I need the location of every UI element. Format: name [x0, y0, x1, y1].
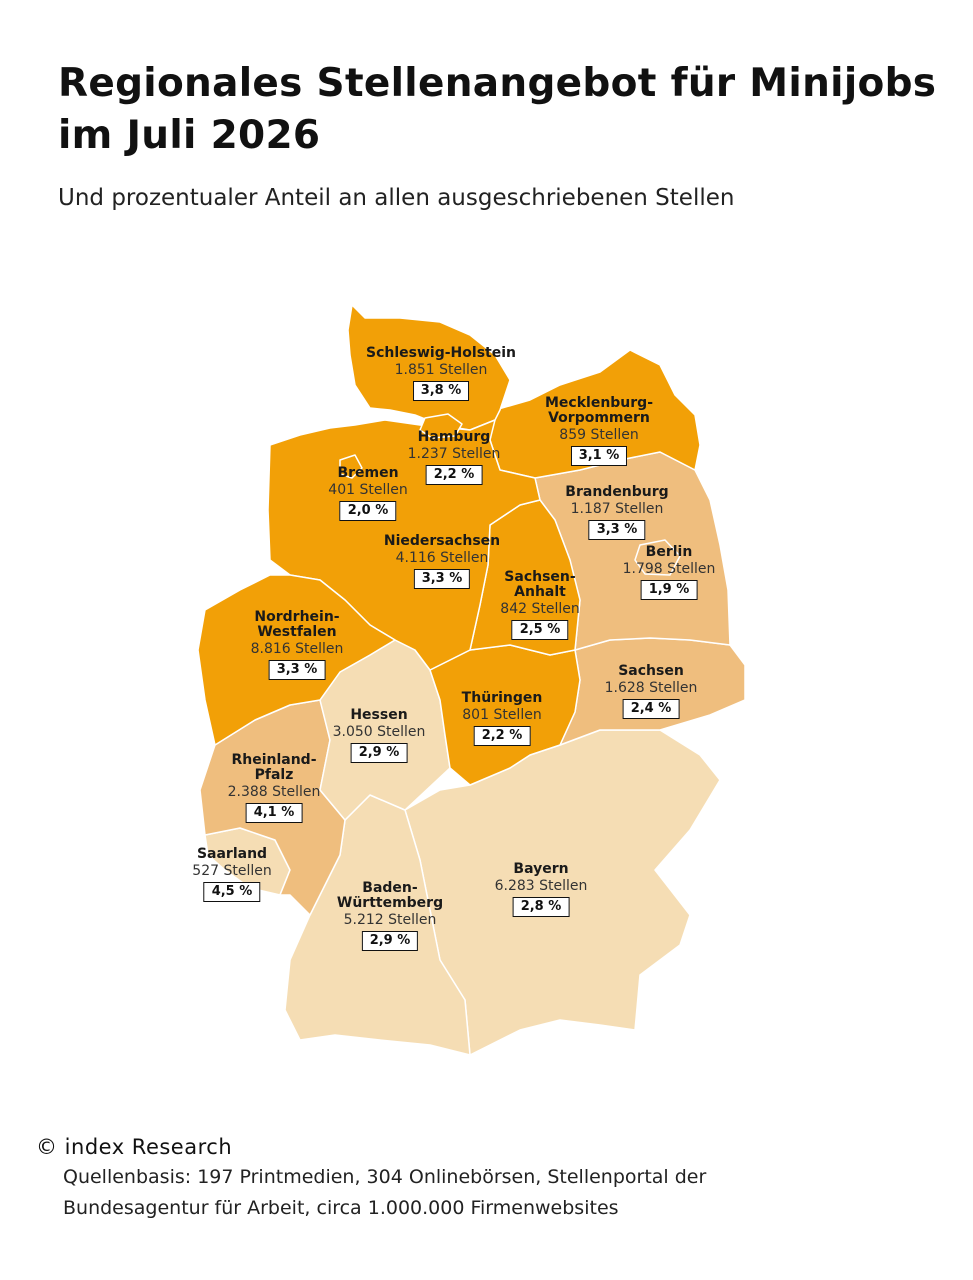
label-mecklenburg-vorpommern: Mecklenburg- Vorpommern 859 Stellen 3,1 … — [545, 396, 653, 466]
state-share-badge: 3,3 % — [413, 569, 471, 589]
state-count: 801 Stellen — [462, 707, 542, 723]
state-count: 3.050 Stellen — [332, 724, 426, 740]
state-name: Rheinland- Pfalz — [231, 752, 317, 783]
state-berlin — [634, 539, 681, 576]
map-title: Regionales Stellenangebot für Minijobs i… — [58, 61, 937, 158]
state-share-badge: 2,0 % — [339, 501, 397, 521]
label-schleswig-holstein: Schleswig-Holstein 1.851 Stellen 3,8 % — [366, 346, 516, 401]
label-saarland: Saarland 527 Stellen 4,5 % — [192, 846, 272, 902]
state-count: 859 Stellen — [559, 427, 639, 443]
label-bayern: Bayern 6.283 Stellen 2,8 % — [494, 861, 588, 917]
state-name: Baden- Württemberg — [336, 880, 444, 911]
label-hessen: Hessen 3.050 Stellen 2,9 % — [332, 707, 426, 763]
label-brandenburg: Brandenburg 1.187 Stellen 3,3 % — [565, 484, 669, 540]
state-count: 4.116 Stellen — [395, 550, 489, 566]
state-name: Mecklenburg- Vorpommern — [544, 395, 654, 426]
state-share-badge: 2,2 % — [425, 465, 483, 485]
state-count: 5.212 Stellen — [343, 912, 437, 928]
state-count: 1.798 Stellen — [622, 561, 716, 577]
state-share-badge: 4,1 % — [245, 803, 303, 823]
label-thueringen: Thüringen 801 Stellen 2,2 % — [461, 690, 543, 746]
germany-map: Schleswig-Holstein 1.851 Stellen 3,8 % M… — [0, 290, 973, 1080]
label-niedersachsen: Niedersachsen 4.116 Stellen 3,3 % — [384, 534, 500, 589]
state-count: 842 Stellen — [500, 601, 580, 617]
state-share-badge: 4,5 % — [203, 882, 261, 902]
state-count: 527 Stellen — [192, 863, 272, 879]
state-share-badge: 3,8 % — [412, 381, 470, 401]
state-share-badge: 3,3 % — [588, 520, 646, 540]
label-sachsen: Sachsen 1.628 Stellen 2,4 % — [604, 663, 698, 719]
map-subtitle: Und prozentualer Anteil an allen ausgesc… — [58, 185, 735, 211]
state-name: Sachsen — [618, 663, 684, 679]
state-share-badge: 3,1 % — [570, 446, 628, 466]
label-hamburg: Hamburg 1.237 Stellen 2,2 % — [407, 429, 501, 485]
state-name: Bayern — [513, 861, 569, 877]
label-nordrhein-westfalen: Nordrhein- Westfalen 8.816 Stellen 3,3 % — [250, 609, 344, 680]
state-name: Bremen — [337, 465, 399, 481]
state-name: Brandenburg — [565, 484, 669, 500]
label-berlin: Berlin 1.798 Stellen 1,9 % — [622, 544, 716, 600]
state-hamburg — [419, 413, 463, 439]
state-share-badge: 3,3 % — [268, 660, 326, 680]
state-share-badge: 2,4 % — [622, 699, 680, 719]
state-bremen — [339, 454, 363, 479]
state-name: Nordrhein- Westfalen — [254, 609, 340, 640]
state-share-badge: 2,9 % — [350, 743, 408, 763]
source-note: Quellenbasis: 197 Printmedien, 304 Onlin… — [63, 1166, 707, 1219]
state-count: 1.851 Stellen — [394, 362, 488, 378]
state-count: 1.237 Stellen — [407, 446, 501, 462]
state-bayern — [404, 729, 721, 1056]
state-name: Thüringen — [461, 690, 543, 706]
state-share-badge: 2,8 % — [512, 897, 570, 917]
label-bremen: Bremen 401 Stellen 2,0 % — [328, 465, 408, 521]
state-count: 8.816 Stellen — [250, 641, 344, 657]
state-name: Schleswig-Holstein — [366, 345, 516, 361]
state-count: 2.388 Stellen — [227, 784, 321, 800]
state-name: Berlin — [645, 544, 693, 560]
state-share-badge: 1,9 % — [640, 580, 698, 600]
state-count: 1.628 Stellen — [604, 680, 698, 696]
state-share-badge: 2,2 % — [473, 726, 531, 746]
state-name: Hessen — [350, 707, 408, 723]
state-count: 1.187 Stellen — [570, 501, 664, 517]
state-share-badge: 2,5 % — [511, 620, 569, 640]
label-rheinland-pfalz: Rheinland- Pfalz 2.388 Stellen 4,1 % — [227, 752, 321, 823]
label-sachsen-anhalt: Sachsen- Anhalt 842 Stellen 2,5 % — [500, 569, 580, 640]
state-count: 6.283 Stellen — [494, 878, 588, 894]
state-name: Hamburg — [417, 429, 491, 445]
germany-map-shapes — [197, 304, 746, 1056]
label-baden-wuerttemberg: Baden- Württemberg 5.212 Stellen 2,9 % — [337, 881, 443, 951]
state-name: Saarland — [196, 846, 268, 862]
state-name: Sachsen- Anhalt — [504, 569, 576, 600]
copyright-text: © index Research — [36, 1135, 233, 1159]
state-name: Niedersachsen — [383, 533, 501, 549]
state-count: 401 Stellen — [328, 482, 408, 498]
footer: © index Research Quellenbasis: 197 Print… — [36, 1132, 936, 1224]
state-share-badge: 2,9 % — [361, 931, 419, 951]
